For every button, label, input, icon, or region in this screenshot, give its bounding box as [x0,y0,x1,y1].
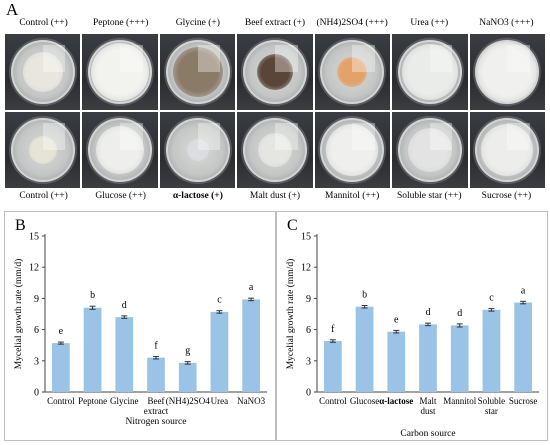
y-axis-label: Mycelial growth rate (mm/d) [285,259,296,370]
plate-label: Glycine (+) [175,18,220,28]
y-tick-label: 9 [34,294,39,305]
bar [387,331,406,392]
panel-a-letter: A [6,0,19,19]
petri-dish-photo [392,112,468,188]
plate-label: (NH4)2SO4 (+++) [316,18,388,28]
panel-letter: C [287,217,298,234]
significance-letter: d [457,308,462,319]
y-tick-label: 15 [29,232,39,243]
panel-b-chart: B 0 3 6 9 12 15 Mycelial growth rate (mm/d) e Con… [13,217,267,427]
petri-dish-photo [469,34,545,110]
x-tick-label: Glycine [110,396,139,406]
top-photo-row [5,34,545,110]
panel-c-chart: C 0 3 6 9 12 15 Mycelial growth rate (mm/d) f Con… [285,217,539,439]
x-axis-label: Carbon source [400,429,455,439]
x-tick-label: NaNO3 [237,396,265,406]
plate-label: Sucrose (++) [481,191,532,201]
plate-label: Soluble star (++) [397,191,462,201]
significance-letter: d [426,307,431,318]
y-tick-label: 0 [306,388,311,399]
petri-dish-photo [237,112,313,188]
significance-letter: a [521,285,526,296]
x-tick-label: Mannitol [443,396,476,406]
significance-letter: b [90,290,95,301]
petri-dish-photo [469,112,545,188]
panel-c-frame: C 0 3 6 9 12 15 Mycelial growth rate (mm/d) f Con… [276,211,548,441]
petri-dish-photo [5,34,81,110]
bar [323,341,342,392]
panel-b-frame: B 0 3 6 9 12 15 Mycelial growth rate (mm/d) e Con… [4,211,276,441]
y-tick-label: 3 [34,356,39,367]
significance-letter: a [249,282,254,293]
bar [482,309,501,392]
bar [51,343,70,392]
plate-label: Control (++) [19,18,68,28]
significance-letter: c [489,293,494,304]
x-tick-label: Sucrose [509,396,537,406]
plate-label: Glucose (++) [95,191,146,201]
x-tick-label: Glucose [350,396,380,406]
plate-label: Urea (++) [410,18,449,28]
y-tick-label: 3 [306,356,311,367]
petri-dish-photo [314,34,391,110]
significance-letter: f [331,324,335,335]
plate-label: NaNO3 (+++) [479,18,534,28]
petri-dish-photo [82,34,158,110]
x-tick-label: Soluble star [478,396,506,416]
bar [147,357,165,392]
significance-letter: e [59,326,64,337]
petri-dish-photo [159,112,236,188]
plate-label: Control (++) [19,191,68,201]
x-tick-label: α-lactose [379,396,413,406]
significance-letter: c [217,295,222,306]
x-tick-label: Malt dust [420,396,437,416]
petri-dish-photo [159,34,236,110]
significance-letter: e [394,314,399,325]
bottom-photo-row [5,112,545,188]
panel-letter: B [15,217,26,234]
x-tick-label: Beef extract [144,396,169,416]
plate-label: Malt dust (+) [249,191,301,201]
x-tick-label: Urea [211,396,229,406]
bar [83,307,102,392]
bar [242,299,261,392]
bottom-label-row: Control (++) Glucose (++) α-lactose (+) … [5,191,545,201]
plate-label: Peptone (+++) [93,18,149,28]
plate-label: α-lactose (+) [172,191,223,201]
y-axis-label: Mycelial growth rate (mm/d) [13,259,24,370]
bar [355,306,374,392]
y-tick-label: 0 [34,388,39,399]
bar [115,317,134,392]
x-tick-label: Control [319,396,347,406]
y-tick-label: 12 [29,263,39,274]
y-tick-label: 15 [301,232,311,243]
petri-dish-photo [5,112,81,188]
x-tick-label: Peptone [78,396,107,406]
petri-dish-photo [82,112,158,188]
bar [178,362,197,392]
y-tick-label: 9 [306,294,311,305]
significance-letter: f [154,340,158,351]
bar [514,302,533,392]
y-tick-label: 6 [306,325,311,336]
plate-label: Mannitol (++) [325,191,380,201]
bar [210,311,229,392]
y-tick-label: 12 [301,263,311,274]
plate-label: Beef extract (+) [244,18,306,28]
petri-dish-photo [392,34,468,110]
bar [419,324,437,392]
x-tick-label: (NH4)2SO4 [166,396,210,406]
y-tick-label: 6 [34,325,39,336]
bar [450,325,469,392]
top-label-row: Control (++) Peptone (+++) Glycine (+) B… [5,18,545,28]
significance-letter: d [122,300,127,311]
petri-dish-photo [237,34,313,110]
significance-letter: b [362,289,367,300]
significance-letter: g [185,346,190,357]
x-axis-label: Nitrogen source [126,417,187,427]
petri-dish-photo [314,112,391,188]
x-tick-label: Control [47,396,75,406]
